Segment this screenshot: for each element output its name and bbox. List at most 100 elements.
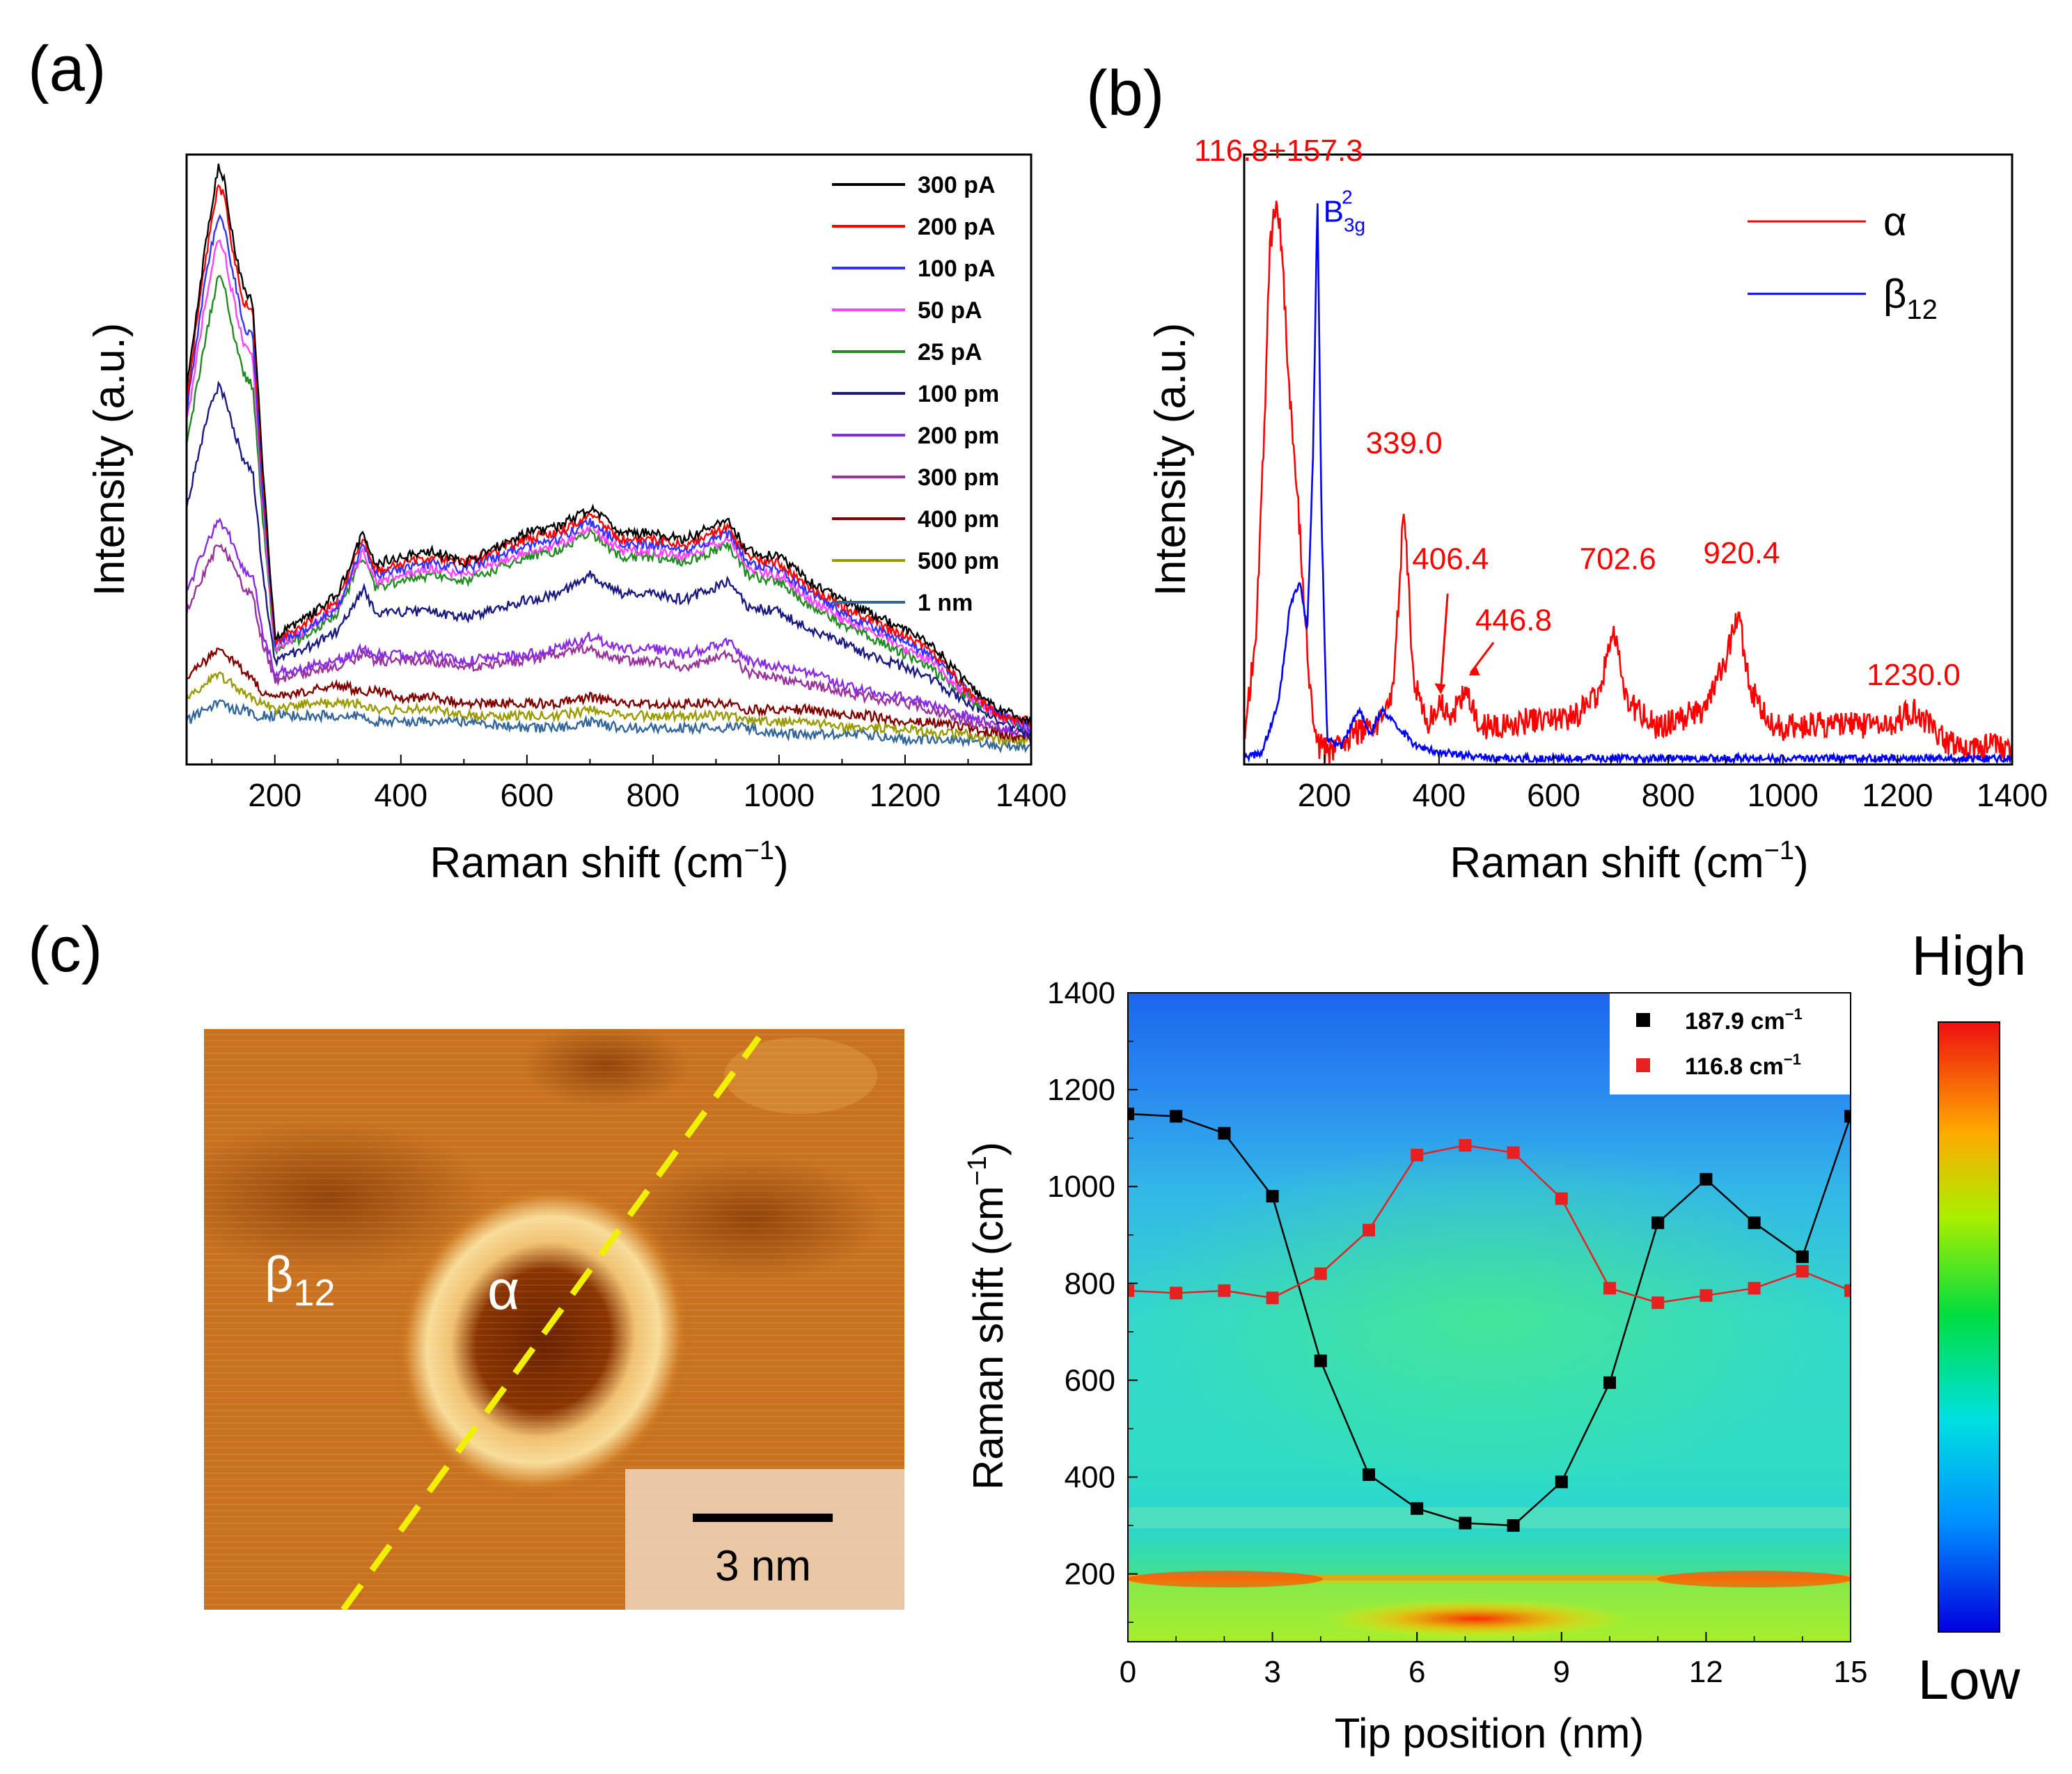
- chart-c-point: [1555, 1192, 1568, 1205]
- chart-c-point: [1314, 1354, 1327, 1367]
- scalebar-label: 3 nm: [715, 1542, 811, 1590]
- stm-image: 3 nm β12 α: [204, 1029, 904, 1610]
- chart-b-annotation: 920.4: [1703, 536, 1780, 570]
- scalebar-panel: [625, 1469, 904, 1610]
- chart-a-legend-label: 300 pA: [918, 172, 996, 198]
- chart-c-frame: [1127, 992, 1851, 1642]
- chart-b-arrow-406: [1439, 593, 1449, 691]
- chart-a-xtick-label: 1200: [870, 777, 941, 813]
- chart-c: 0 3 6 9 12 15 200 400 600 800 1000 1200 1400 Raman s…: [963, 976, 1867, 1757]
- chart-a-frame: [185, 153, 1033, 766]
- legend-label-116-main: 116.8 cm: [1685, 1053, 1784, 1080]
- chart-c-line-1: [1128, 1144, 1851, 1304]
- chart-a-xtick-label: 600: [500, 777, 554, 813]
- chart-c-point: [1796, 1250, 1809, 1264]
- chart-c-ytick-label: 200: [1065, 1557, 1115, 1592]
- colorbar-low-label: Low: [1918, 1649, 2020, 1711]
- chart-c-point: [1507, 1146, 1520, 1159]
- chart-a-ylabel: Intensity (a.u.): [86, 323, 134, 597]
- chart-c-point: [1363, 1468, 1375, 1482]
- chart-a-series-300-pm: [187, 543, 1031, 737]
- chart-c-point: [1170, 1287, 1183, 1300]
- chart-c-ytick-label: 1400: [1047, 976, 1115, 1010]
- chart-c-point: [1748, 1216, 1761, 1230]
- chart-c-point: [1411, 1502, 1424, 1515]
- chart-c-xlabel: Tip position (nm): [1335, 1710, 1645, 1757]
- chart-b-xlabel-main: Raman shift (cm: [1450, 839, 1764, 887]
- legend-label-alpha: α: [1883, 199, 1907, 244]
- chart-c-point: [1844, 1110, 1851, 1123]
- chart-a-xtick-label: 200: [248, 777, 301, 813]
- chart-a-xlabel-end: ): [774, 839, 789, 887]
- chart-c-ytick-label: 400: [1065, 1461, 1115, 1495]
- chart-a-series-200-pA: [187, 184, 1031, 728]
- chart-c-point: [1218, 1127, 1231, 1140]
- legend-label-187-main: 187.9 cm: [1685, 1008, 1785, 1035]
- chart-b-xlabel-end: ): [1794, 839, 1809, 887]
- chart-b-arrowhead-446: [1468, 666, 1480, 676]
- chart-a-xtick-label: 800: [626, 777, 680, 813]
- chart-c-point: [1748, 1282, 1761, 1295]
- chart-a-legend-label: 200 pA: [918, 214, 996, 240]
- chart-a-legend-label: 50 pA: [918, 297, 982, 324]
- legend-label-187: 187.9 cm−1: [1685, 1005, 1803, 1035]
- chart-c-point: [1363, 1223, 1375, 1237]
- chart-c-point: [1700, 1172, 1713, 1186]
- chart-c-ytick-label: 1000: [1047, 1170, 1115, 1204]
- chart-a-x-ticks: 200 400 600 800 1000 1200 1400: [211, 755, 1067, 813]
- chart-c-point: [1218, 1284, 1231, 1297]
- legend-label-187-sup: −1: [1785, 1005, 1803, 1023]
- legend-label-beta-main: β: [1883, 272, 1906, 317]
- legend-label-116-sup: −1: [1784, 1051, 1801, 1068]
- legend-label-116: 116.8 cm−1: [1685, 1051, 1801, 1080]
- chart-c-point: [1844, 1284, 1851, 1297]
- chart-a-series-100-pA: [187, 213, 1031, 732]
- chart-c-point: [1507, 1519, 1520, 1532]
- chart-c-point: [1128, 1284, 1134, 1297]
- chart-c-point: [1700, 1289, 1713, 1302]
- chart-a-legend-label: 1 nm: [918, 590, 973, 616]
- chart-c-xtick-label: 3: [1264, 1655, 1280, 1689]
- chart-c-point: [1411, 1149, 1424, 1161]
- chart-a-xlabel-sup: −1: [744, 836, 774, 865]
- linecut-dashed: [340, 1035, 762, 1610]
- chart-a: 200 400 600 800 1000 1200 1400 Intensity (a.u.…: [86, 153, 1067, 887]
- chart-b-annotation: 406.4: [1412, 542, 1489, 576]
- panel-label-a: (a): [28, 33, 106, 104]
- chart-c-ytick-label: 600: [1065, 1363, 1115, 1397]
- chart-a-series-1-nm: [187, 699, 1031, 753]
- chart-c-ytick-label: 1200: [1047, 1073, 1115, 1107]
- chart-a-series-200-pm: [187, 517, 1031, 739]
- stm-beta-main: β: [265, 1247, 293, 1303]
- chart-c-ytick-label: 800: [1065, 1266, 1115, 1301]
- heatmap-field: [1128, 993, 1851, 1642]
- chart-b-annotation: 446.8: [1475, 603, 1552, 637]
- legend-marker-116: [1636, 1058, 1650, 1072]
- chart-c-point: [1459, 1139, 1472, 1152]
- chart-c-ylabel-main: Raman shift (cm: [965, 1186, 1012, 1490]
- chart-a-xtick-label: 1400: [996, 777, 1067, 813]
- chart-a-xlabel-main: Raman shift (cm: [430, 839, 744, 887]
- chart-b-x-ticks: 200 400 600 800 1000 1200 1400: [1266, 755, 2048, 813]
- chart-b-annotation: 1230.0: [1867, 658, 1961, 692]
- chart-a-series-500-pm: [187, 671, 1031, 746]
- chart-c-xtick-label: 0: [1120, 1655, 1136, 1689]
- legend-label-beta: β12: [1883, 272, 1938, 325]
- chart-a-legend-label: 300 pm: [918, 464, 999, 491]
- chart-c-point: [1651, 1296, 1665, 1310]
- chart-a-xlabel: Raman shift (cm−1): [430, 836, 788, 887]
- chart-b-xtick-label: 1400: [1977, 777, 2048, 813]
- chart-a-series-group: [187, 163, 1031, 753]
- chart-a-legend-label: 200 pm: [918, 423, 999, 449]
- chart-a-series-100-pm: [187, 380, 1031, 740]
- chart-b-annotation: 702.6: [1580, 542, 1656, 576]
- chart-a-legend: 300 pA 200 pA 100 pA 50 pA 25 pA 100 pm 200 pm…: [832, 172, 999, 616]
- chart-c-point: [1459, 1516, 1472, 1530]
- chart-c-xtick-label: 12: [1689, 1655, 1723, 1689]
- chart-b-ylabel: Intensity (a.u.): [1147, 323, 1195, 597]
- chart-c-legend: 187.9 cm−1 116.8 cm−1: [1636, 1005, 1803, 1080]
- chart-b-annotation: B3g2: [1324, 186, 1366, 235]
- chart-c-ylabel-end: ): [965, 1142, 1012, 1156]
- chart-b-arrowhead-406: [1434, 683, 1446, 695]
